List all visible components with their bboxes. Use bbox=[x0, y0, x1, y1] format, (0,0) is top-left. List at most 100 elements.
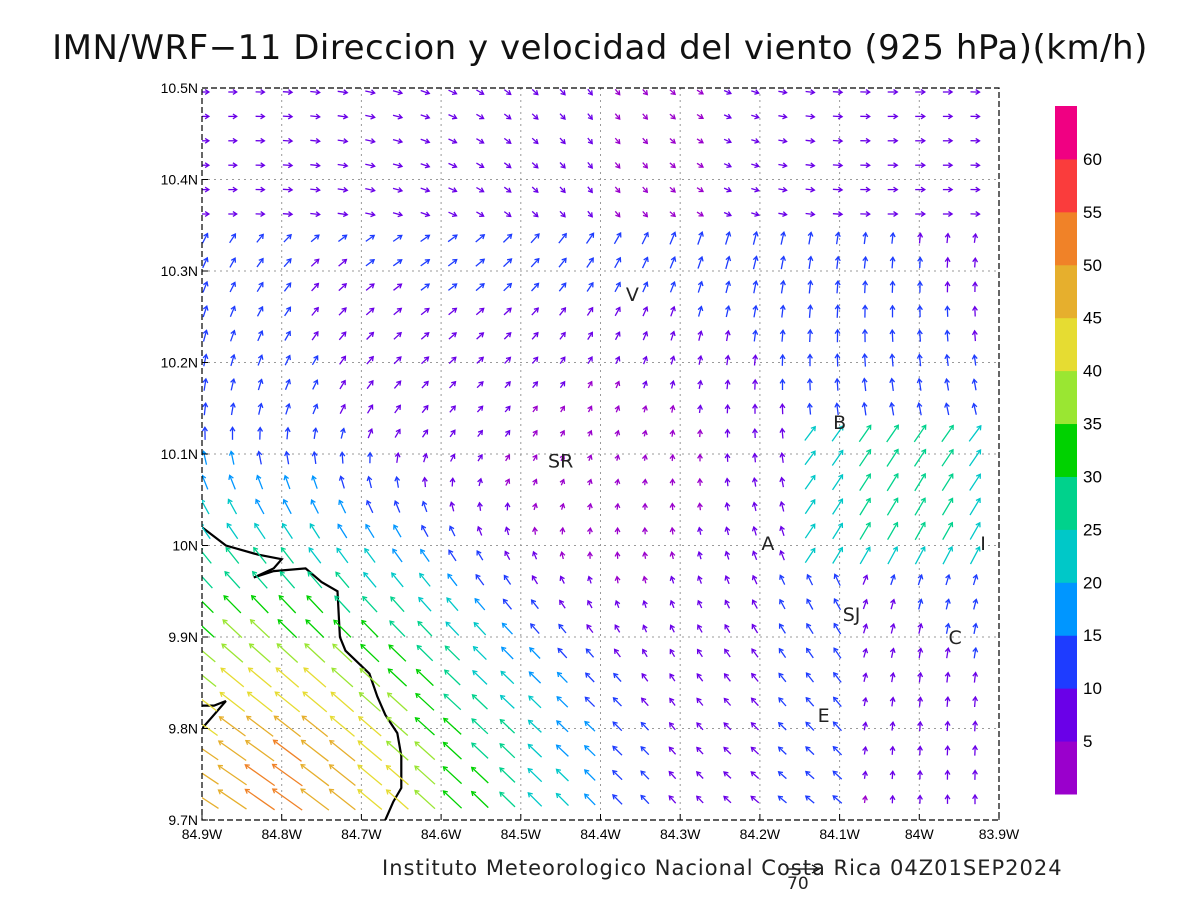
wind-vector bbox=[668, 795, 677, 804]
wind-vector bbox=[916, 353, 923, 367]
wind-vector bbox=[394, 428, 401, 438]
wind-vector bbox=[392, 138, 404, 145]
wind-vector bbox=[475, 307, 485, 316]
wind-vector bbox=[887, 521, 899, 541]
wind-vector bbox=[804, 450, 816, 466]
wind-vector bbox=[442, 717, 462, 735]
wind-vector bbox=[304, 643, 326, 663]
wind-vector bbox=[751, 599, 758, 609]
wind-vector bbox=[614, 186, 621, 194]
wind-vector bbox=[202, 796, 219, 809]
wind-vector bbox=[559, 454, 565, 462]
wind-vector bbox=[448, 89, 458, 96]
wind-vector bbox=[420, 331, 430, 340]
wind-vector bbox=[751, 138, 760, 144]
wind-vector bbox=[310, 137, 321, 144]
wind-vector bbox=[532, 478, 538, 486]
wind-vector bbox=[420, 162, 431, 169]
wind-vector bbox=[503, 282, 513, 292]
wind-vector bbox=[914, 545, 926, 565]
wind-vector bbox=[442, 790, 463, 809]
wind-vector bbox=[393, 499, 401, 513]
wind-vector bbox=[915, 211, 927, 217]
wind-vector bbox=[614, 502, 621, 510]
wind-vector bbox=[339, 355, 347, 365]
wind-vector bbox=[778, 162, 788, 169]
coastline-segment bbox=[202, 699, 227, 730]
wind-vector bbox=[861, 328, 868, 343]
wind-vector bbox=[282, 498, 292, 515]
wind-vector bbox=[447, 573, 458, 587]
wind-vector bbox=[614, 624, 621, 633]
wind-vector bbox=[614, 331, 621, 341]
wind-vector bbox=[283, 282, 292, 292]
wind-vector bbox=[669, 526, 676, 535]
wind-vector bbox=[860, 186, 871, 193]
wind-vector bbox=[723, 211, 732, 217]
wind-vector bbox=[887, 113, 899, 120]
colorbar-label: 55 bbox=[1083, 203, 1102, 222]
wind-vector bbox=[669, 355, 676, 365]
wind-vector bbox=[476, 381, 484, 389]
wind-vector bbox=[614, 162, 621, 169]
wind-vector bbox=[202, 305, 209, 318]
wind-vector bbox=[696, 187, 705, 193]
wind-vector bbox=[337, 113, 349, 120]
wind-vector bbox=[890, 598, 896, 610]
wind-vector bbox=[942, 186, 954, 193]
wind-vector bbox=[527, 767, 543, 783]
wind-vector bbox=[531, 331, 539, 340]
wind-vector bbox=[642, 137, 649, 145]
colorbar-segment bbox=[1055, 211, 1077, 266]
colorbar-segment bbox=[1055, 688, 1077, 742]
wind-vector bbox=[449, 380, 457, 389]
wind-vector bbox=[421, 380, 429, 389]
wind-vector bbox=[805, 721, 815, 731]
wind-vector bbox=[364, 547, 376, 563]
wind-vector bbox=[365, 234, 376, 242]
wind-vector bbox=[613, 231, 622, 245]
y-tick-label: 10.3N bbox=[161, 263, 198, 279]
wind-vector bbox=[724, 354, 731, 366]
wind-vector bbox=[359, 667, 381, 688]
wind-vector bbox=[831, 473, 844, 491]
wind-vector bbox=[221, 643, 244, 663]
wind-vector bbox=[230, 402, 236, 416]
wind-vector bbox=[697, 280, 704, 293]
wind-vector bbox=[281, 522, 293, 539]
wind-vector bbox=[832, 546, 844, 564]
wind-vector bbox=[282, 89, 294, 96]
wind-vector bbox=[641, 672, 649, 682]
wind-vector bbox=[256, 450, 263, 465]
wind-vector bbox=[862, 623, 869, 634]
wind-vector bbox=[255, 186, 266, 193]
wind-vector bbox=[669, 697, 676, 706]
wind-vector bbox=[807, 231, 814, 245]
wind-vector bbox=[587, 551, 593, 559]
wind-vector bbox=[559, 429, 565, 437]
wind-vector bbox=[503, 332, 512, 340]
wind-vector bbox=[422, 452, 429, 463]
wind-vector bbox=[583, 793, 596, 806]
wind-vector bbox=[202, 548, 212, 564]
wind-vector bbox=[669, 575, 676, 584]
wind-vector bbox=[283, 474, 291, 490]
wind-vector bbox=[696, 722, 704, 731]
wind-vector bbox=[860, 162, 871, 169]
wind-vector bbox=[228, 113, 238, 120]
wind-vector bbox=[806, 402, 813, 415]
wind-vector bbox=[338, 234, 348, 243]
wind-vector bbox=[421, 404, 429, 414]
wind-vector bbox=[503, 258, 513, 268]
wind-vector bbox=[532, 405, 538, 413]
wind-vector bbox=[642, 113, 649, 120]
wind-vector bbox=[249, 619, 270, 639]
wind-vector bbox=[284, 426, 291, 440]
wind-vector bbox=[420, 113, 431, 120]
wind-vector bbox=[614, 137, 621, 145]
wind-vector bbox=[448, 307, 458, 316]
wind-vector bbox=[475, 234, 486, 243]
wind-vector bbox=[228, 211, 238, 217]
wind-vector bbox=[388, 644, 407, 662]
